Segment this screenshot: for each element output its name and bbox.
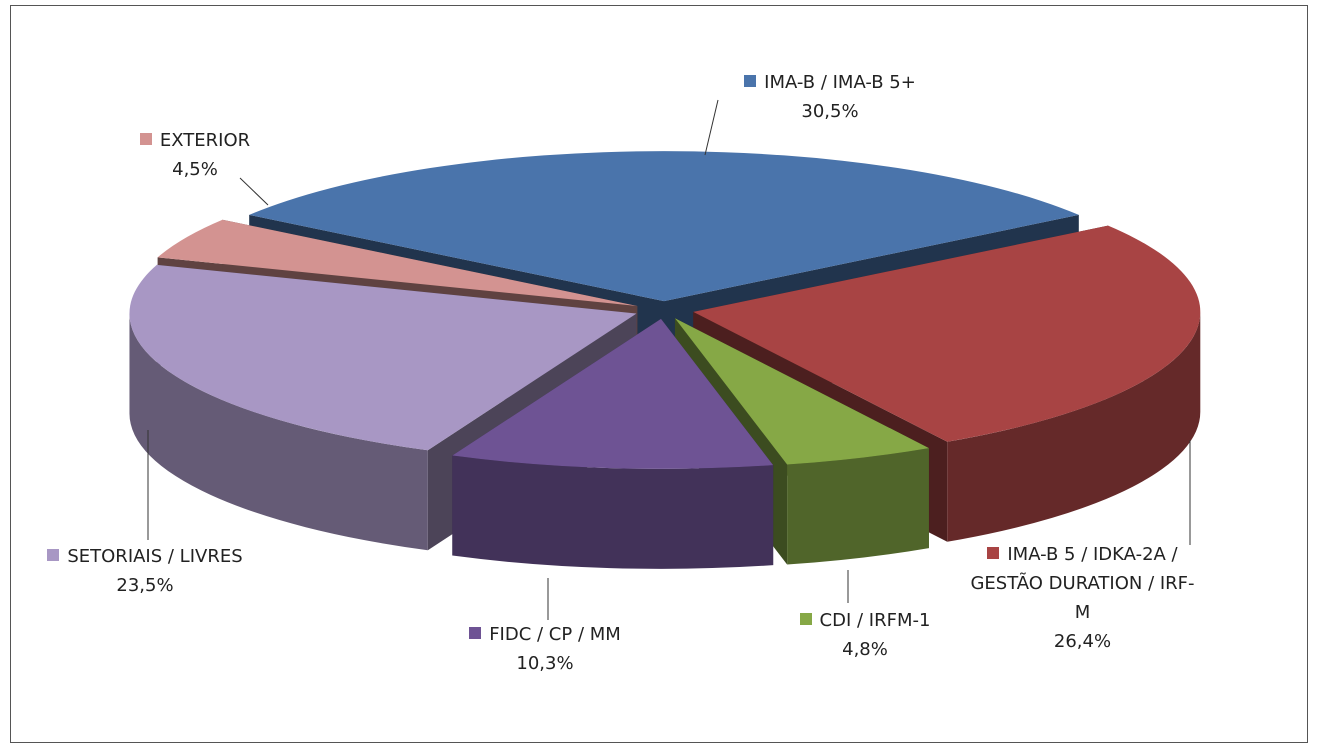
legend-label: IMA-B / IMA-B 5+ (764, 72, 916, 93)
value-label: 26,4% (1053, 631, 1112, 652)
data-label: EXTERIOR 4,5% (115, 126, 275, 184)
legend-swatch (799, 613, 812, 625)
slice (674, 318, 929, 465)
slice (129, 264, 637, 451)
leader-line (239, 177, 269, 206)
data-label: SETORIAIS / LIVRES 23,5% (15, 542, 275, 600)
legend-swatch (469, 627, 482, 639)
slice (693, 225, 1201, 442)
value-label: 30,5% (801, 101, 859, 122)
value-label: 4,8% (842, 639, 888, 660)
slice (157, 219, 638, 306)
data-label: IMA-B 5 / IDKA-2A / GESTÃO DURATION / IR… (970, 540, 1195, 656)
value-label: 23,5% (116, 575, 174, 596)
legend-label: EXTERIOR (159, 130, 251, 151)
slice-wall (129, 313, 428, 551)
slice (249, 151, 1079, 302)
legend-label: SETORIAIS / LIVRES (67, 546, 243, 567)
leader-line (704, 99, 719, 156)
legend-swatch (987, 547, 1000, 559)
slice-wall (452, 455, 774, 569)
legend-swatch (744, 75, 757, 87)
chart-border (10, 5, 1308, 743)
slice (452, 318, 774, 469)
data-label: CDI / IRFM-1 4,8% (780, 606, 950, 664)
slice-wall (787, 448, 929, 565)
data-label: FIDC / CP / MM 10,3% (420, 620, 670, 678)
legend-swatch (139, 133, 152, 145)
data-label: IMA-B / IMA-B 5+ 30,5% (700, 68, 960, 126)
legend-label: CDI / IRFM-1 (819, 610, 931, 631)
legend-label: FIDC / CP / MM (489, 624, 621, 645)
value-label: 10,3% (516, 653, 574, 674)
slice (452, 318, 774, 569)
legend-swatch (47, 549, 60, 561)
legend-label: IMA-B 5 / IDKA-2A / GESTÃO DURATION / IR… (970, 544, 1195, 623)
slice-wall (947, 311, 1201, 542)
value-label: 4,5% (172, 159, 218, 180)
